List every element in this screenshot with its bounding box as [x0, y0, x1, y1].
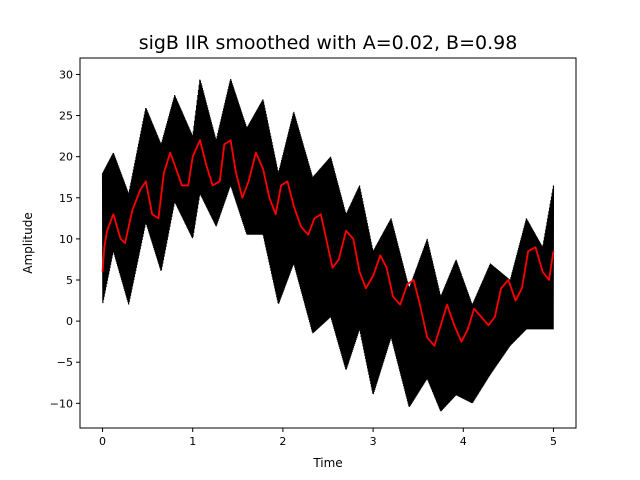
y-tick-label: 20 — [59, 151, 73, 164]
x-tick-label: 0 — [99, 435, 106, 448]
x-tick-label: 4 — [460, 435, 467, 448]
y-tick-label: 5 — [66, 274, 73, 287]
y-axis: −10 −5 0 5 10 15 20 25 30 — [50, 68, 80, 410]
smoothed-signal-line — [101, 139, 555, 347]
y-axis-label: Amplitude — [21, 212, 35, 274]
plot-area — [101, 78, 555, 412]
x-tick-label: 3 — [370, 435, 377, 448]
y-tick-label: 0 — [66, 315, 73, 328]
x-tick-label: 2 — [279, 435, 286, 448]
y-tick-label: 25 — [59, 110, 73, 123]
x-axis: 0 1 2 3 4 5 — [99, 428, 557, 448]
x-tick-label: 1 — [189, 435, 196, 448]
x-tick-label: 5 — [550, 435, 557, 448]
y-tick-label: 30 — [59, 68, 73, 81]
y-tick-label: 10 — [59, 233, 73, 246]
y-tick-label: −10 — [50, 397, 73, 410]
chart-title: sigB IIR smoothed with A=0.02, B=0.98 — [139, 32, 518, 54]
y-tick-label: 15 — [59, 192, 73, 205]
axes-frame — [79, 57, 577, 429]
x-axis-label: Time — [312, 456, 342, 470]
y-tick-label: −5 — [57, 356, 73, 369]
